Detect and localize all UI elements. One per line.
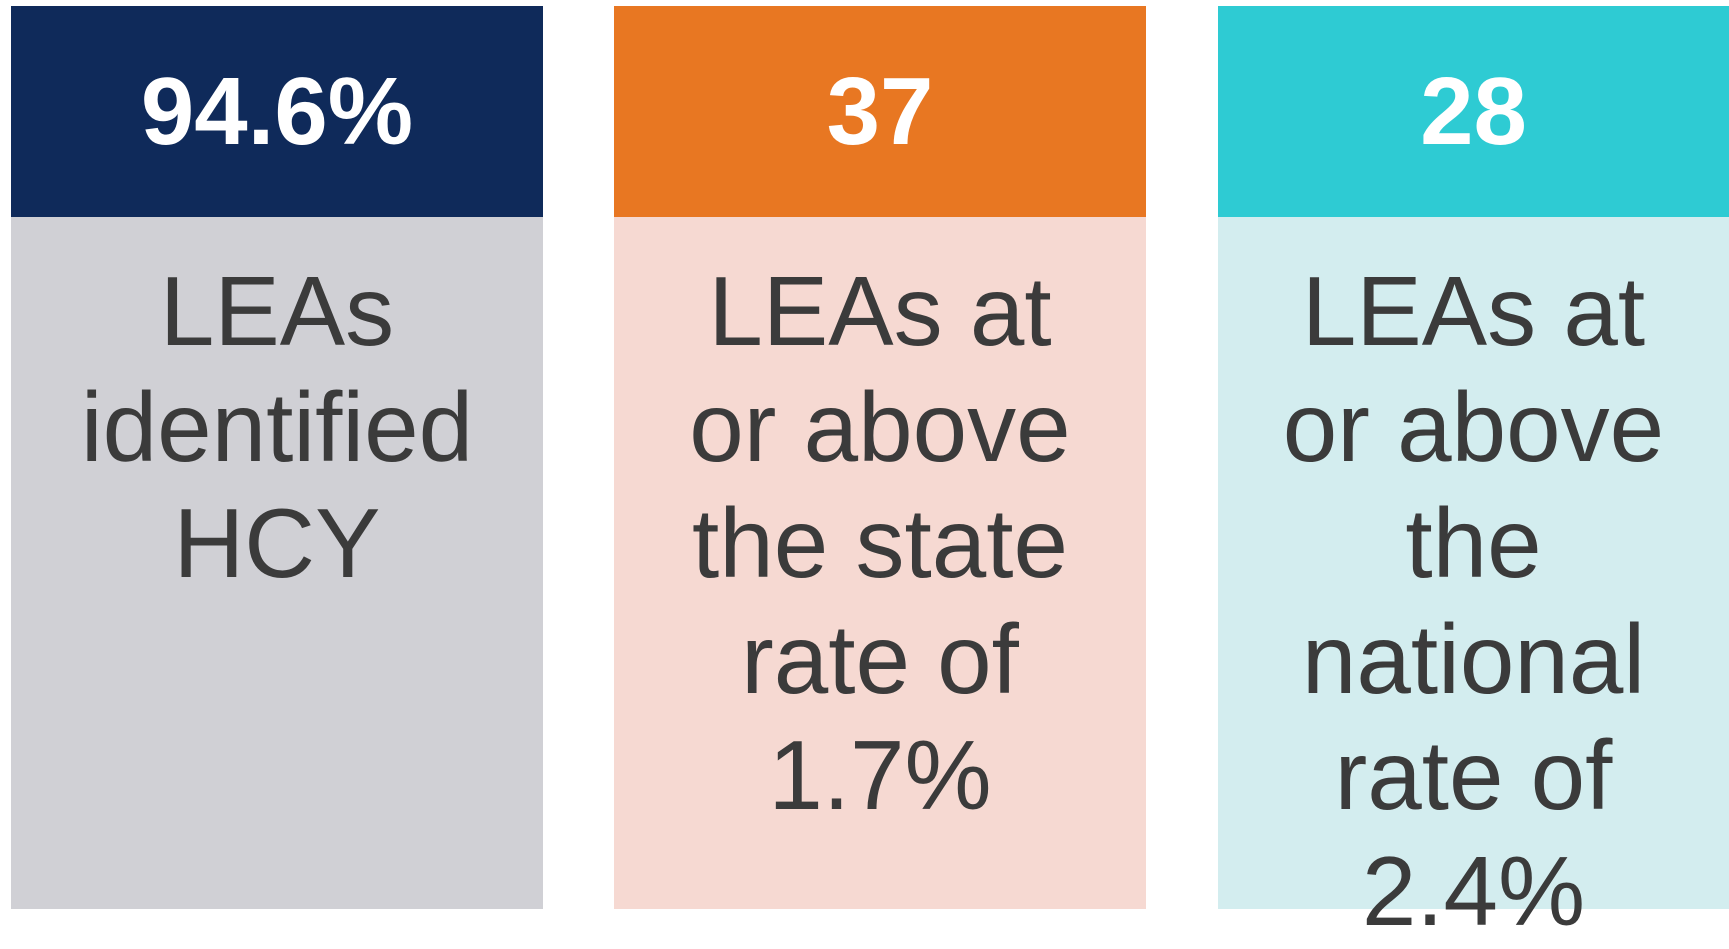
stat-description: LEAs at or above the state rate of 1.7% [614,217,1146,909]
stat-card: 94.6% LEAs identified HCY [11,6,543,909]
stat-value: 37 [614,6,1146,217]
stat-card: 28 LEAs at or above the national rate of… [1218,6,1729,946]
stat-description: LEAs identified HCY [11,217,543,909]
stat-card: 37 LEAs at or above the state rate of 1.… [614,6,1146,909]
stat-value: 28 [1218,6,1729,217]
page: 94.6% LEAs identified HCY 37 LEAs at or … [11,6,1729,946]
stat-description: LEAs at or above the national rate of 2.… [1218,217,1729,946]
stat-value: 94.6% [11,6,543,217]
